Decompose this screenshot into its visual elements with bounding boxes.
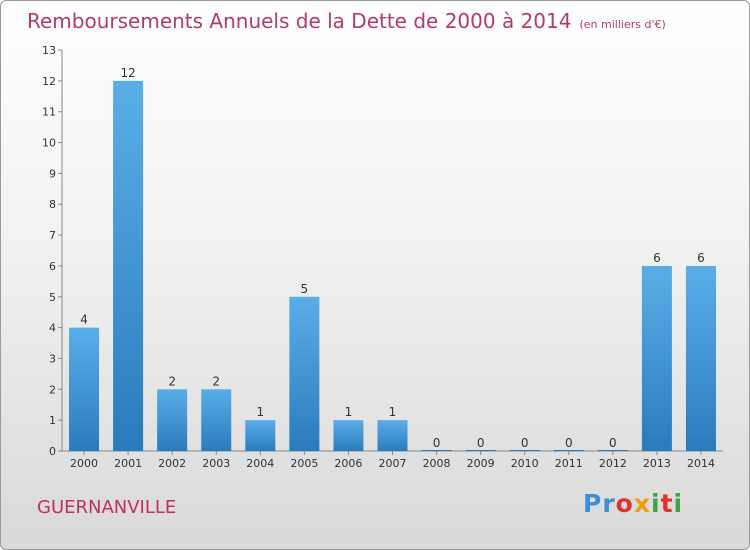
x-tick-label: 2004: [246, 457, 274, 470]
bar-2006: [333, 420, 364, 451]
x-tick-label: 2002: [158, 457, 186, 470]
y-tick-label: 4: [49, 322, 56, 335]
x-tick-label: 2014: [687, 457, 715, 470]
y-tick-label: 0: [49, 445, 56, 458]
bar-2011: [553, 450, 584, 451]
data-label-2001: 12: [120, 66, 135, 80]
bar-2014: [685, 265, 716, 451]
logo-letter: i: [651, 489, 661, 518]
x-tick-label: 2012: [599, 457, 627, 470]
y-tick-label: 6: [49, 260, 56, 273]
x-tick-label: 2003: [202, 457, 230, 470]
x-tick-label: 2013: [643, 457, 671, 470]
x-tick-label: 2010: [511, 457, 539, 470]
unit-label: (en milliers d'€): [579, 18, 666, 31]
data-label-2000: 4: [80, 313, 88, 327]
bar-2001: [113, 80, 144, 451]
x-tick-label: 2005: [290, 457, 318, 470]
y-tick-label: 2: [49, 383, 56, 396]
data-label-2010: 0: [521, 436, 529, 450]
proxiti-logo: Proxiti: [583, 489, 683, 518]
y-tick-label: 8: [49, 198, 56, 211]
y-tick-label: 12: [42, 75, 56, 88]
bar-2002: [157, 389, 188, 451]
logo-letter: t: [660, 489, 674, 518]
logo-letter: o: [615, 489, 634, 518]
data-label-2007: 1: [389, 405, 397, 419]
data-label-2013: 6: [653, 251, 661, 265]
y-tick-label: 1: [49, 414, 56, 427]
bar-2008: [421, 450, 452, 451]
data-label-2008: 0: [433, 436, 441, 450]
bar-2013: [641, 265, 672, 451]
chart-title: Remboursements Annuels de la Dette de 20…: [27, 9, 666, 33]
bar-2005: [289, 296, 320, 451]
y-tick-label: 7: [49, 229, 56, 242]
bar-2007: [377, 420, 408, 451]
logo-letter: r: [602, 489, 616, 518]
logo-letter: P: [583, 489, 603, 518]
data-label-2005: 5: [301, 282, 309, 296]
commune-name: GUERNANVILLE: [37, 497, 177, 518]
bars: [69, 80, 716, 451]
bar-2000: [69, 327, 100, 451]
x-tick-label: 2008: [423, 457, 451, 470]
y-tick-label: 5: [49, 291, 56, 304]
data-label-2003: 2: [212, 374, 220, 388]
data-label-2014: 6: [697, 251, 705, 265]
y-tick-label: 13: [42, 44, 56, 57]
data-labels: 4 12 2 2 1 5 1 1 0 0 0 0 0 6 6: [80, 66, 705, 450]
x-tick-label: 2007: [379, 457, 407, 470]
bar-2010: [509, 450, 540, 451]
y-tick-label: 3: [49, 352, 56, 365]
x-tick-label: 2001: [114, 457, 142, 470]
logo-letter: x: [633, 489, 651, 518]
x-tick-label: 2011: [555, 457, 583, 470]
x-tick-label: 2006: [334, 457, 362, 470]
data-label-2009: 0: [477, 436, 485, 450]
data-label-2002: 2: [168, 374, 176, 388]
bar-2004: [245, 420, 276, 451]
y-tick-label: 11: [42, 106, 56, 119]
logo-letter: i: [673, 489, 684, 518]
data-label-2004: 1: [256, 405, 264, 419]
data-label-2006: 1: [345, 405, 353, 419]
bar-2003: [201, 389, 232, 451]
x-tick-label: 2009: [467, 457, 495, 470]
title-text: Remboursements Annuels de la Dette de 20…: [27, 9, 572, 33]
data-label-2012: 0: [609, 436, 617, 450]
y-tick-label: 9: [49, 167, 56, 180]
bar-2009: [465, 450, 496, 451]
bar-2012: [597, 450, 628, 451]
data-label-2011: 0: [565, 436, 573, 450]
y-tick-label: 10: [42, 137, 56, 150]
x-tick-label: 2000: [70, 457, 98, 470]
